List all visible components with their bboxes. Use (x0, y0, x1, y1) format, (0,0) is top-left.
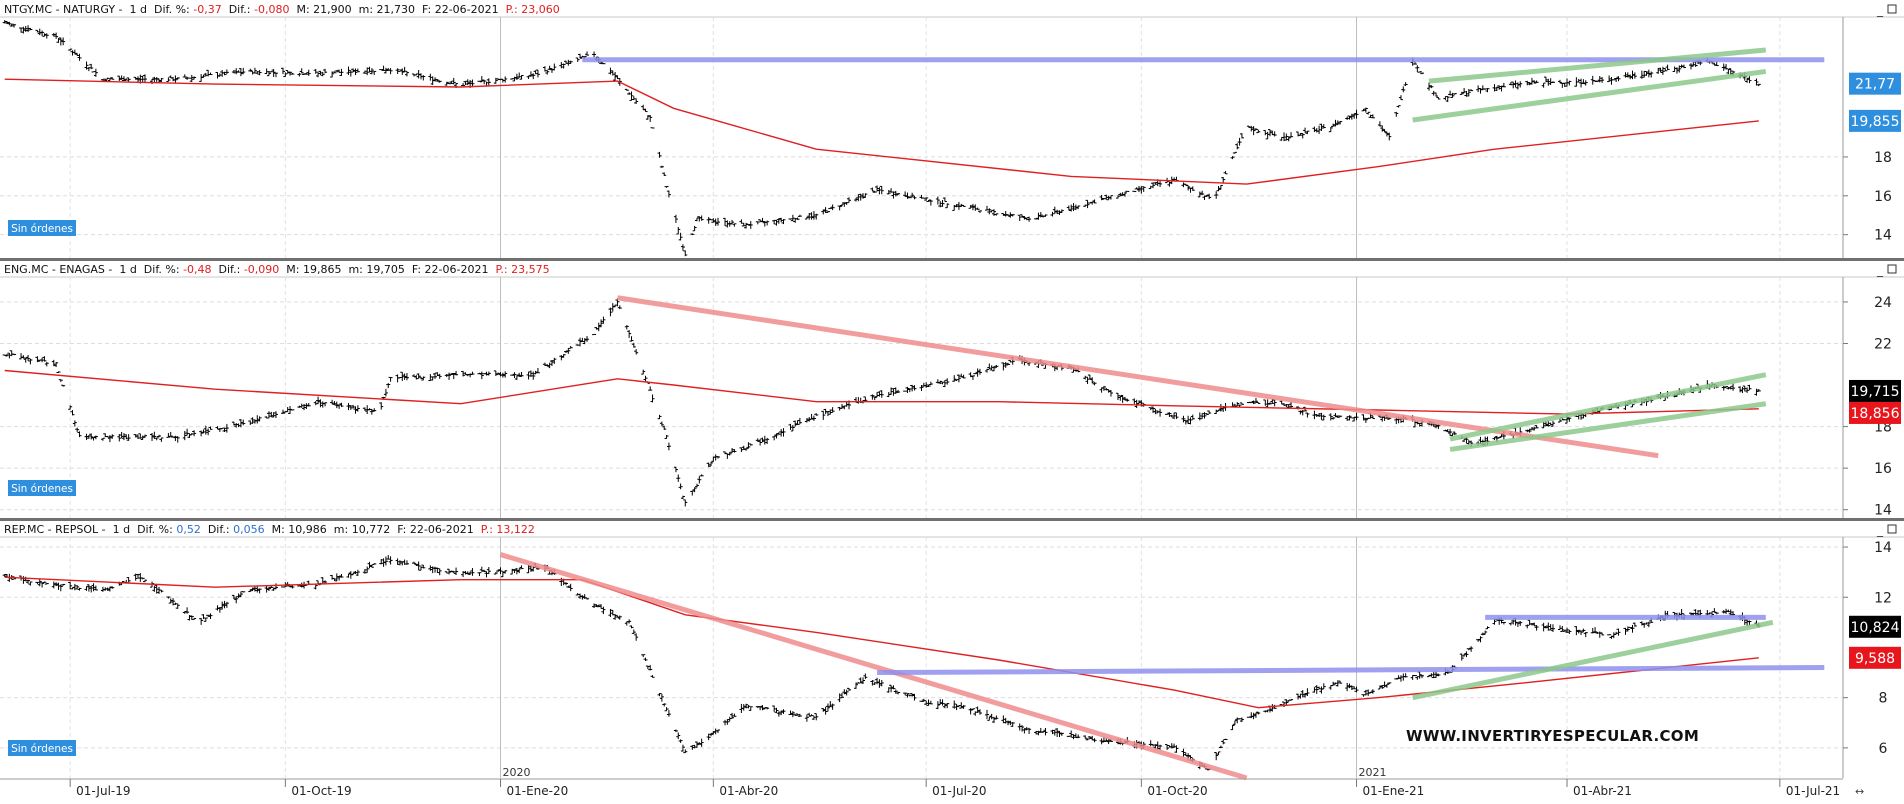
channel-upper-trendline (1449, 372, 1767, 442)
panel-3: 6 8 12 14 REP.MC - REPSOL - 1 d Dif. %: 0,52… (0, 518, 1904, 781)
panel-separator (0, 258, 1904, 261)
header-prefix: REP.MC - REPSOL - 1 d Dif. %: (4, 523, 176, 536)
moving-average-line (4, 369, 1759, 415)
header-dif-pct: -0,37 (193, 3, 221, 16)
downtrend-trendline (617, 295, 1659, 459)
header-p: P.: 13,122 (481, 523, 535, 536)
moving-average-line (4, 78, 1759, 185)
year-marker: 2021 (1359, 766, 1387, 779)
moving-average-tag (1849, 401, 1901, 424)
x-tick-label: 01-Oct-19 (291, 784, 351, 798)
orders-badge-bg (8, 480, 76, 496)
downtrend-trendline (499, 552, 1248, 781)
minimize-icon: _ (1876, 263, 1884, 277)
minimize-icon: _ (1876, 523, 1884, 537)
header-dif-pct: -0,48 (183, 263, 211, 276)
price-bars (2, 20, 1761, 257)
panel-header: ENG.MC - ENAGAS - 1 d Dif. %: -0,48 Dif.… (4, 263, 550, 276)
y-tick-label: 6 (1879, 741, 1888, 757)
price-bars (2, 298, 1761, 507)
last-price-tag (1849, 379, 1901, 402)
header-prefix: ENG.MC - ENAGAS - 1 d Dif. %: (4, 263, 183, 276)
y-tick-label: 14 (1874, 503, 1892, 519)
header-rest: M: 19,865 m: 19,705 F: 22-06-2021 (279, 263, 495, 276)
last-price-value: 19,715 (1851, 384, 1900, 400)
y-tick-label: 18 (1874, 150, 1892, 166)
y-tick-label: 14 (1874, 228, 1892, 244)
channel-upper-trendline (1428, 47, 1767, 84)
panel-1: 14 16 18 NTGY.MC - NATURGY - 1 d Dif. %: -0… (0, 3, 1904, 258)
maximize-icon (1887, 4, 1897, 14)
panel-header: REP.MC - REPSOL - 1 d Dif. %: 0,52 Dif.:… (4, 523, 535, 536)
orders-badge-bg (8, 740, 76, 756)
resistance-trendline (877, 665, 1825, 676)
panel-header: NTGY.MC - NATURGY - 1 d Dif. %: -0,37 Di… (4, 3, 560, 16)
header-dif: 0,056 (233, 523, 265, 536)
maximize-icon (1887, 524, 1897, 534)
moving-average-value: 9,588 (1855, 651, 1895, 667)
last-price-value: 21,77 (1855, 77, 1895, 93)
header-dif: -0,090 (244, 263, 279, 276)
moving-average-value: 19,855 (1851, 114, 1900, 130)
orders-badge-label: Sin órdenes (11, 223, 73, 235)
maximize-icon (1887, 264, 1897, 274)
header-dif-label: Dif.: (201, 523, 233, 536)
y-tick-label: 24 (1874, 295, 1892, 311)
year-marker: 2020 (503, 766, 531, 779)
y-tick-label: 16 (1874, 189, 1892, 205)
y-tick-label: 14 (1874, 540, 1892, 556)
x-tick-label: 01-Ene-21 (1363, 784, 1425, 798)
x-tick-label: 01-Jul-21 (1786, 784, 1840, 798)
channel-lower-trendline (1412, 68, 1767, 123)
watermark-text: WWW.INVERTIRYESPECULAR.COM (1406, 727, 1699, 745)
x-tick-label: 01-Abr-20 (719, 784, 778, 798)
moving-average-tag (1849, 109, 1901, 132)
x-axis: 01-Jul-19 01-Oct-19 01-Ene-20 01-Abr-20 01-J… (0, 766, 1864, 798)
last-price-value: 10,824 (1851, 620, 1900, 636)
y-tick-label: 16 (1874, 461, 1892, 477)
header-rest: M: 21,900 m: 21,730 F: 22-06-2021 (289, 3, 505, 16)
moving-average-tag (1849, 646, 1901, 669)
moving-average-value: 18,856 (1851, 406, 1900, 422)
moving-average-line (4, 576, 1759, 709)
y-tick-label: 12 (1874, 590, 1892, 606)
x-tick-label: 01-Abr-21 (1573, 784, 1632, 798)
orders-badge-label: Sin órdenes (11, 483, 73, 495)
header-p: P.: 23,575 (495, 263, 549, 276)
channel-lower-trendline (1449, 401, 1767, 452)
x-tick-label: 01-Ene-20 (507, 784, 569, 798)
minimize-icon: _ (1876, 3, 1884, 17)
x-tick-label: 01-Oct-20 (1147, 784, 1207, 798)
header-rest: M: 10,986 m: 10,772 F: 22-06-2021 (265, 523, 481, 536)
y-tick-label: 8 (1879, 691, 1888, 707)
header-dif-pct: 0,52 (176, 523, 201, 536)
header-dif-label: Dif.: (222, 3, 254, 16)
header-dif-label: Dif.: (212, 263, 244, 276)
price-bars (2, 555, 1761, 771)
header-prefix: NTGY.MC - NATURGY - 1 d Dif. %: (4, 3, 193, 16)
channel-lower-trendline (1412, 619, 1774, 701)
x-tick-label: 01-Jul-20 (932, 784, 986, 798)
last-price-tag (1849, 615, 1901, 638)
x-tick-label: 01-Jul-19 (76, 784, 130, 798)
last-price-tag (1849, 72, 1901, 95)
header-p: P.: 23,060 (506, 3, 560, 16)
panel-separator (0, 518, 1904, 521)
axis-corner-glyph: ↔ (1855, 785, 1864, 798)
header-dif: -0,080 (254, 3, 289, 16)
orders-badge-label: Sin órdenes (11, 743, 73, 755)
orders-badge-bg (8, 220, 76, 236)
y-tick-label: 22 (1874, 336, 1892, 352)
